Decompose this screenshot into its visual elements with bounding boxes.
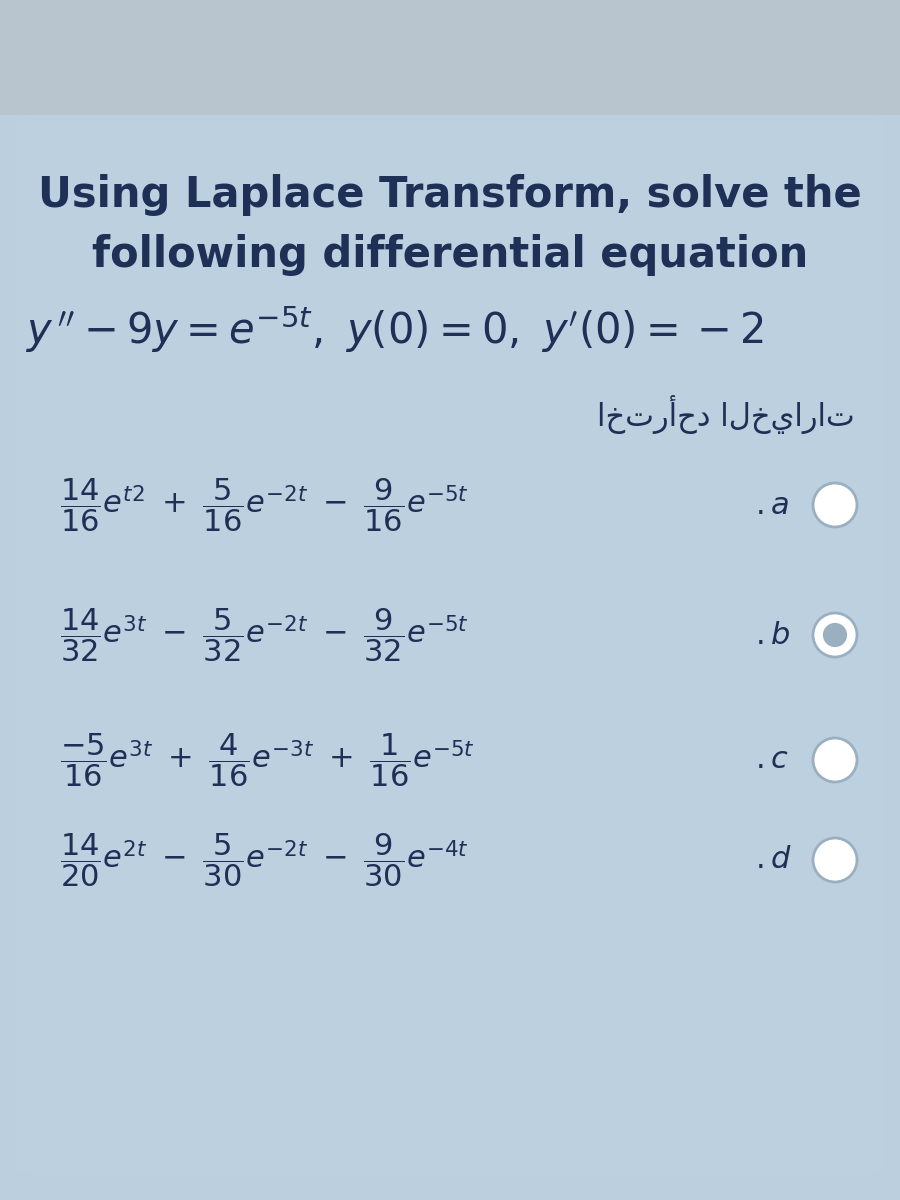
Circle shape (813, 838, 857, 882)
Text: Using Laplace Transform, solve the: Using Laplace Transform, solve the (38, 174, 862, 216)
Circle shape (813, 613, 857, 658)
Text: $\dfrac{14}{20}e^{2t}\ -\ \dfrac{5}{30}e^{-2t}\ -\ \dfrac{9}{30}e^{-4t}$: $\dfrac{14}{20}e^{2t}\ -\ \dfrac{5}{30}e… (60, 832, 469, 889)
Bar (0, 0, 900, 115)
Circle shape (813, 482, 857, 527)
Text: $.c$: $.c$ (755, 745, 789, 774)
Text: اخترأحد الخيارات: اخترأحد الخيارات (598, 396, 855, 434)
FancyBboxPatch shape (15, 115, 885, 1175)
Circle shape (813, 738, 857, 782)
Text: following differential equation: following differential equation (92, 234, 808, 276)
Text: $.d$: $.d$ (755, 846, 792, 875)
Text: $\dfrac{-5}{16}e^{3t}\ +\ \dfrac{4}{16}e^{-3t}\ +\ \dfrac{1}{16}e^{-5t}$: $\dfrac{-5}{16}e^{3t}\ +\ \dfrac{4}{16}e… (60, 731, 475, 788)
Text: $\dfrac{14}{16}e^{t2}\ +\ \dfrac{5}{16}e^{-2t}\ -\ \dfrac{9}{16}e^{-5t}$: $\dfrac{14}{16}e^{t2}\ +\ \dfrac{5}{16}e… (60, 476, 469, 534)
Text: $.a$: $.a$ (755, 491, 789, 520)
Text: $y\,'' -9y = e^{-5t},\ y(0) = 0,\ y'(0) = -2$: $y\,'' -9y = e^{-5t},\ y(0) = 0,\ y'(0) … (25, 305, 763, 355)
Text: $.b$: $.b$ (755, 620, 790, 649)
Text: $\dfrac{14}{32}e^{3t}\ -\ \dfrac{5}{32}e^{-2t}\ -\ \dfrac{9}{32}e^{-5t}$: $\dfrac{14}{32}e^{3t}\ -\ \dfrac{5}{32}e… (60, 606, 469, 664)
Circle shape (823, 623, 847, 647)
